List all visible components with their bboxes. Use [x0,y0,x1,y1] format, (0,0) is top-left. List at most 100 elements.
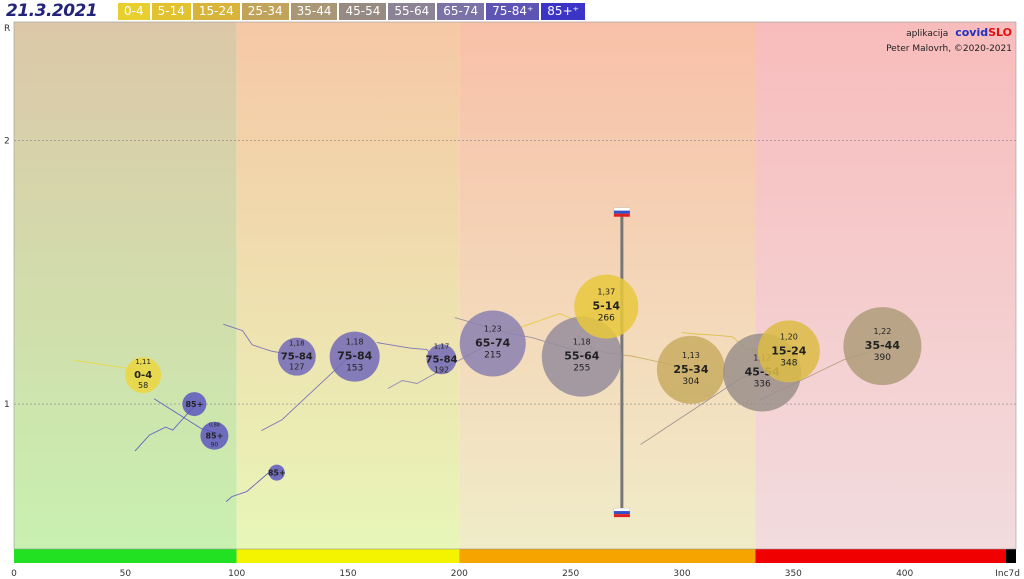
bubble-label-9: 5-14 [593,300,621,313]
bubble-label-6: 75-84 [426,354,458,365]
range-marker [613,207,631,518]
bubble-r-value-10: 1,13 [682,351,700,360]
bubble-r-value-2: 0,88 [209,423,220,429]
bubble-r-value-5: 1,18 [346,338,364,347]
bubble-r-value-8: 1,18 [573,338,591,347]
bubble-circle-9 [574,274,639,339]
bubble-circle-5 [329,331,380,382]
bubble-label-10: 25-34 [673,363,709,376]
header-bar: 21.3.2021 0-4 5-14 15-24 25-34 35-44 45-54 55-… [0,0,1024,22]
range-flag-red-1 [613,514,630,518]
app-name-slo: SLO [988,26,1012,39]
y-tick-label-1: 2 [4,137,10,147]
bubble-inc-value-10: 304 [682,377,699,387]
bubble-label-8: 55-64 [564,350,600,363]
bubble-inc-value-4: 127 [289,363,304,372]
bubble-trail-1 [134,405,195,452]
bubble-label-7: 65-74 [475,336,511,349]
bubble-circle-2 [200,421,229,450]
age-legend-chip-0: 0-4 [118,3,150,20]
x-tick-label-2: 100 [228,569,245,579]
range-flag-blue-1 [613,511,630,515]
bubble-r-value-12: 1,20 [780,332,798,341]
plot-frame [13,21,1017,550]
bubble-0: 1,11 0-458 [125,357,162,394]
zone-bar-3 [755,549,1016,563]
bubble-r-value-9: 1,37 [597,288,615,297]
age-group-legend: 0-4 5-14 15-24 25-34 35-44 45-54 55-64 65-74 75-… [118,3,585,20]
x-tick-label-0: 0 [11,569,17,579]
zone-bar-end [1006,549,1016,563]
range-flag-white-1 [613,507,631,512]
x-tick-label-4: 200 [451,569,468,579]
bubble-label-0: 0-4 [134,370,152,381]
chart-axes: 1 2 R 0 50 100 150 200 250 300 350 400 Inc7d [4,24,1020,579]
bubble-inc-value-8: 255 [573,364,590,374]
bubble-inc-value-0: 58 [138,381,148,390]
bubble-label-1: 85+ [185,400,203,409]
x-tick-label-3: 150 [339,569,356,579]
chart-gridlines [14,140,1016,405]
range-flag-blue-0 [613,210,630,214]
bubble-r-value-0: 1,11 [135,358,151,366]
zone-background-0 [14,22,237,549]
age-legend-chip-2: 15-24 [192,3,240,20]
bubble-inc-value-2: 90 [211,442,219,449]
age-legend-chip-4: 35-44 [290,3,338,20]
chart-background [13,21,1017,563]
age-legend-chip-3: 25-34 [241,3,289,20]
x-tick-label-6: 300 [673,569,690,579]
bubble-label-3: 85+ [268,469,286,478]
bubble-r-value-13: 1,22 [873,327,891,336]
bubble-label-4: 75-84 [281,352,313,363]
bubble-label-2: 85+ [205,432,223,441]
bubble-inc-value-7: 215 [484,350,501,360]
bubble-circle-12 [757,320,820,383]
author-credit: Peter Malovrh, ©2020-2021 [886,44,1012,54]
x-axis-end-label: Inc7d [995,569,1020,579]
bubble-circle-0 [125,357,162,394]
age-legend-chip-9: 85+⁺ [541,3,585,20]
bubble-inc-value-11: 336 [754,379,771,389]
zone-background-3 [755,22,1016,549]
range-flag-red-0 [613,213,630,217]
x-tick-label-1: 50 [120,569,132,579]
bubble-circle-4 [277,337,316,376]
date-label: 21.3.2021 [6,1,98,21]
y-axis-label: R [4,24,10,34]
bubble-label-5: 75-84 [337,350,373,363]
app-name-covid: covid [955,26,988,39]
bubble-label-13: 35-44 [865,339,901,352]
bubble-r-value-4: 1,18 [289,340,305,348]
x-tick-label-8: 400 [896,569,913,579]
bubble-3: 85+ [268,464,286,481]
bubble-circle-13 [843,307,922,386]
zone-bar-0 [14,549,237,563]
bubble-inc-value-13: 390 [874,353,891,363]
bubble-label-12: 15-24 [771,344,807,357]
age-legend-chip-8: 75-84⁺ [486,3,540,20]
zone-background-1 [236,22,460,549]
bubble-circle-1 [182,392,207,417]
bubble-inc-value-6: 192 [434,365,449,374]
age-legend-chip-1: 5-14 [151,3,191,20]
x-tick-label-7: 350 [785,569,802,579]
bubble-r-value-7: 1,23 [484,324,502,333]
bubble-trail-2 [153,398,219,435]
bubble-inc-value-5: 153 [346,364,363,374]
bubble-circle-6 [426,344,457,375]
range-flag-white-0 [613,207,631,211]
bubble-2: 0,88 85+90 [200,421,229,450]
app-credit-line: aplikacija covidSLO [906,26,1012,39]
zone-bar-2 [459,549,756,563]
bubble-1: 85+ [182,392,207,417]
bubble-inc-value-12: 348 [780,358,797,368]
